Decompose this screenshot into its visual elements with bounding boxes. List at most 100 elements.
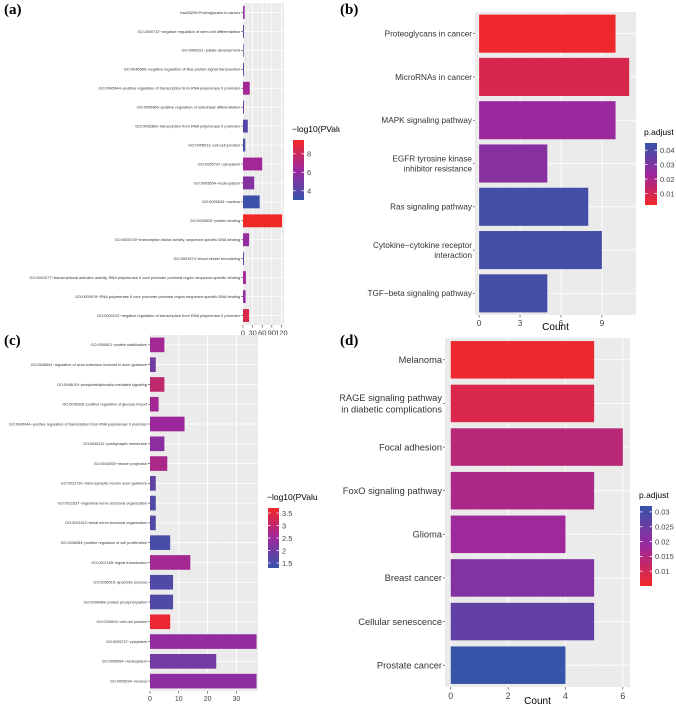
bar — [150, 396, 159, 412]
category-label-line: GO:0005515~protein binding — [190, 218, 240, 223]
category-label-line: GO:0001077~transcriptional activator act… — [29, 275, 240, 280]
bar — [243, 214, 283, 228]
category-label: Focal adhesion — [379, 442, 442, 452]
x-tick-label: 20 — [204, 696, 212, 703]
category-label-line: Breast cancer — [385, 573, 442, 583]
bar — [243, 176, 255, 190]
category-label: EGFR tyrosine kinase inhibitor resistance — [392, 154, 472, 173]
category-label: GO:0001974~blood vessel remodeling — [173, 256, 240, 261]
category-label: GO:0001077~transcriptional activator act… — [29, 275, 240, 280]
category-label-line: hsa05205:Proteoglycans in cancer — [180, 10, 240, 15]
bar — [150, 673, 257, 689]
bar — [243, 24, 244, 38]
category-label: GO:0046326~positive regulation of glucos… — [62, 403, 147, 407]
x-tick-label: 30 — [248, 329, 256, 336]
x-tick-label: 2 — [506, 691, 511, 701]
category-label-line: GO:0005911~cell-cell junction — [188, 142, 240, 147]
bar — [450, 515, 566, 554]
x-tick-label: 6 — [559, 319, 564, 328]
legend-colorbar — [293, 140, 304, 200]
panel-a-letter: (a) — [4, 2, 22, 18]
category-label-line: GO:0005911~cell-cell junction — [97, 620, 147, 624]
bar — [243, 252, 244, 266]
category-label-line: Cytokine−cytokine receptor — [373, 241, 472, 250]
bar — [150, 614, 171, 630]
x-axis-label: Count — [542, 322, 569, 333]
panel-b-letter: (b) — [340, 2, 359, 18]
category-label-line: GO:0046326~positive regulation of glucos… — [62, 403, 147, 407]
category-label-line: GO:0046580~negative regulation of Ras pr… — [124, 67, 240, 72]
bar — [450, 602, 595, 641]
bar — [150, 654, 217, 669]
category-label: GO:0007165~signal transduction — [91, 561, 147, 565]
legend-tick-label: 3 — [282, 521, 286, 530]
bar — [150, 416, 185, 432]
legend-title: −log10(PValu — [267, 492, 318, 502]
legend-tick-label: 1.5 — [282, 559, 292, 568]
category-label: hsa05205:Proteoglycans in cancer — [180, 10, 240, 15]
category-label: GO:0005654~nucleoplasm — [102, 660, 147, 664]
bar — [479, 14, 616, 53]
category-label-line: GO:0007165~signal transduction — [91, 561, 147, 565]
category-label: GO:0008284~positive regulation of cell p… — [61, 541, 147, 545]
x-tick-label: 30 — [233, 696, 241, 703]
legend-tick-label: 4 — [307, 187, 311, 196]
bar — [243, 138, 246, 152]
category-label-line: GO:0045211~postsynaptic membrane — [83, 442, 147, 446]
category-label: GO:0046580~negative regulation of Ras pr… — [124, 67, 240, 72]
legend-tick-label: 6 — [307, 168, 311, 177]
category-label: FoxO signaling pathway — [343, 486, 443, 496]
legend-title: −log10(PValue) — [292, 124, 340, 134]
bar — [243, 62, 244, 76]
legend-tick-label: 2.5 — [282, 534, 292, 543]
category-label: Cellular senescence — [358, 617, 442, 627]
category-label: GO:0050821~protein stabilization — [91, 343, 147, 347]
category-label-line: GO:0045869~positive regulation of osteob… — [137, 105, 240, 110]
bar — [150, 555, 191, 570]
x-tick-label: 120 — [275, 329, 288, 336]
category-label-line: GO:0005737~cytoplasm — [106, 640, 147, 644]
bar — [243, 6, 245, 19]
category-label: GO:0045211~postsynaptic membrane — [83, 442, 147, 446]
legend-tick-label: 0.03 — [660, 160, 675, 169]
bar — [479, 144, 548, 183]
bar — [150, 436, 165, 452]
category-label-line: GO:0006915~apoptotic process — [93, 581, 147, 585]
bar — [150, 495, 156, 511]
x-tick-label: 10 — [175, 696, 183, 703]
bar — [243, 81, 250, 95]
bar — [479, 101, 616, 140]
category-label: GO:0045869~positive regulation of osteob… — [137, 105, 240, 110]
category-label-line: TGF−beta signaling pathway — [368, 289, 473, 298]
x-tick-label: 0 — [448, 691, 453, 701]
category-label: MicroRNAs in cancer — [395, 73, 472, 82]
category-label: Glioma — [413, 530, 443, 540]
category-label-line: in diabetic complications — [341, 404, 442, 414]
bar — [243, 271, 246, 285]
legend-title: p.adjust — [639, 490, 669, 500]
category-label-line: Focal adhesion — [379, 442, 442, 452]
category-label: GO:0000978~RNA polymerase II core promot… — [75, 294, 240, 299]
category-label-line: GO:0000122~negative regulation of transc… — [97, 313, 241, 318]
category-label-line: Glioma — [413, 530, 443, 540]
category-label: GO:0006366~transcription from RNA polyme… — [135, 123, 240, 128]
x-tick-label: 4 — [563, 691, 568, 701]
chart-c: GO:0050821~protein stabilization GO:00488… — [9, 335, 318, 703]
legend-tick-label: 0.015 — [655, 552, 674, 561]
bar — [243, 157, 263, 171]
category-label: GO:0060021~palate development — [181, 48, 240, 53]
panel-c-letter: (c) — [4, 333, 21, 349]
legend-title: p.adjust — [644, 127, 674, 137]
x-axis-label: Count — [524, 696, 551, 707]
bar — [450, 471, 595, 510]
category-label-line: GO:0001974~blood vessel remodeling — [173, 256, 240, 261]
category-label: Melanoma — [399, 355, 443, 365]
category-label-line: GO:0021637~trigeminal nerve structural o… — [58, 501, 147, 505]
bar — [243, 100, 244, 114]
x-tick-label: 0 — [241, 329, 245, 336]
bar — [450, 341, 595, 379]
bar — [150, 377, 165, 392]
bar — [450, 384, 595, 423]
